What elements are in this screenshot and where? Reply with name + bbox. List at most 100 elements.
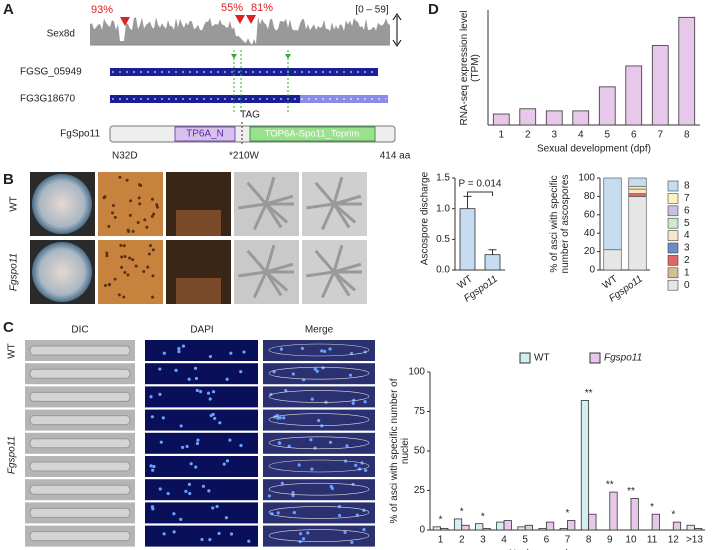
- ascus: [29, 345, 131, 356]
- x-tick-label: 4: [578, 130, 584, 141]
- ascus: [29, 438, 131, 449]
- micrograph: [263, 456, 375, 477]
- site: N32D: [112, 151, 138, 162]
- outline: [268, 343, 370, 357]
- x-tick-label: >13: [686, 535, 703, 546]
- nucleus: [279, 347, 283, 351]
- nucleus: [337, 513, 342, 518]
- nucleus: [298, 532, 303, 536]
- dot: [151, 248, 155, 252]
- bar: [538, 528, 547, 531]
- dot: [105, 251, 109, 255]
- bar: [461, 524, 470, 531]
- bar: [545, 110, 563, 126]
- bar: [496, 521, 505, 531]
- track-name: Sex8d: [47, 29, 75, 40]
- x-tick-label: 8: [586, 535, 592, 546]
- ascus: [314, 181, 336, 205]
- nucleus: [149, 464, 153, 468]
- significance: *: [650, 502, 654, 513]
- dot: [151, 274, 155, 278]
- bar: [567, 520, 576, 531]
- y-tick-label: 75: [414, 406, 426, 417]
- row-label: WT: [9, 196, 20, 212]
- y-axis-label: RNA-seq expression level (TPM): [459, 9, 481, 126]
- y-tick-label: 80: [584, 191, 596, 202]
- nucleus: [177, 346, 181, 351]
- dot: [155, 203, 159, 207]
- dot: [117, 293, 121, 297]
- dot: [138, 202, 142, 206]
- dot: [111, 204, 115, 208]
- y-tick-label: 20: [584, 246, 596, 257]
- nucleus: [301, 537, 306, 541]
- arrow: [231, 54, 291, 59]
- legend-label: 8: [684, 181, 690, 192]
- ascus: [320, 203, 336, 231]
- percent: 81%: [251, 2, 273, 14]
- bar-segment: [628, 188, 647, 194]
- nucleus: [211, 506, 215, 510]
- bar: [453, 518, 463, 531]
- y-axis-label: Ascospore discharge: [419, 171, 431, 266]
- x-tick-label: 3: [480, 535, 486, 546]
- dot: [110, 211, 114, 215]
- legend-swatch: [519, 352, 531, 364]
- micrograph: [145, 432, 258, 454]
- dot: [134, 264, 138, 268]
- dot: [128, 256, 132, 260]
- micrograph: [145, 456, 258, 477]
- ascus: [29, 391, 131, 402]
- bar-segment: [603, 249, 622, 271]
- nucleus: [215, 504, 219, 509]
- panel-label: D: [428, 1, 439, 18]
- dot: [127, 229, 131, 233]
- ascus: [265, 194, 294, 206]
- dot: [107, 224, 111, 228]
- dot: [113, 215, 117, 219]
- perithecium: [176, 210, 221, 236]
- legend-label: WT: [534, 353, 550, 364]
- nucleus: [217, 531, 221, 536]
- nucleus: [195, 441, 200, 446]
- significance: *: [439, 514, 443, 525]
- nucleus: [351, 482, 355, 487]
- dot: [128, 213, 132, 217]
- nucleus: [161, 416, 165, 420]
- nucleus: [174, 368, 178, 372]
- site: 414 aa: [380, 151, 411, 162]
- nucleus: [180, 445, 185, 450]
- nucleus: [228, 438, 232, 442]
- x-tick-label: 12: [668, 535, 680, 546]
- y-tick-label: 1.0: [436, 203, 450, 214]
- nucleus: [242, 350, 246, 354]
- bar: [672, 521, 682, 531]
- domain: [249, 126, 376, 142]
- nucleus: [354, 463, 358, 467]
- dot: [120, 265, 124, 269]
- row-label: WT: [7, 343, 18, 359]
- panel-label: C: [3, 319, 14, 336]
- dot: [119, 244, 123, 248]
- significance: **: [627, 486, 635, 497]
- protein-name: FgSpo11: [60, 129, 100, 140]
- legend-swatch: [667, 230, 679, 241]
- coverage: [90, 17, 390, 45]
- nucleus: [185, 444, 189, 449]
- nucleus: [328, 347, 332, 351]
- dot: [143, 218, 147, 222]
- y-tick-label: 1.5: [436, 173, 450, 184]
- micrograph: [145, 363, 258, 385]
- micrograph: [145, 409, 258, 431]
- nucleus: [152, 464, 156, 469]
- dot: [146, 265, 150, 269]
- bar: [678, 16, 696, 126]
- nucleus: [208, 538, 212, 542]
- dot: [136, 220, 140, 224]
- dot: [120, 255, 124, 259]
- nucleus: [222, 462, 226, 466]
- nucleus: [330, 486, 334, 490]
- dot: [142, 270, 146, 274]
- nucleus: [297, 463, 301, 467]
- y-axis-label: % of asci with specific number of nuclei: [389, 378, 411, 524]
